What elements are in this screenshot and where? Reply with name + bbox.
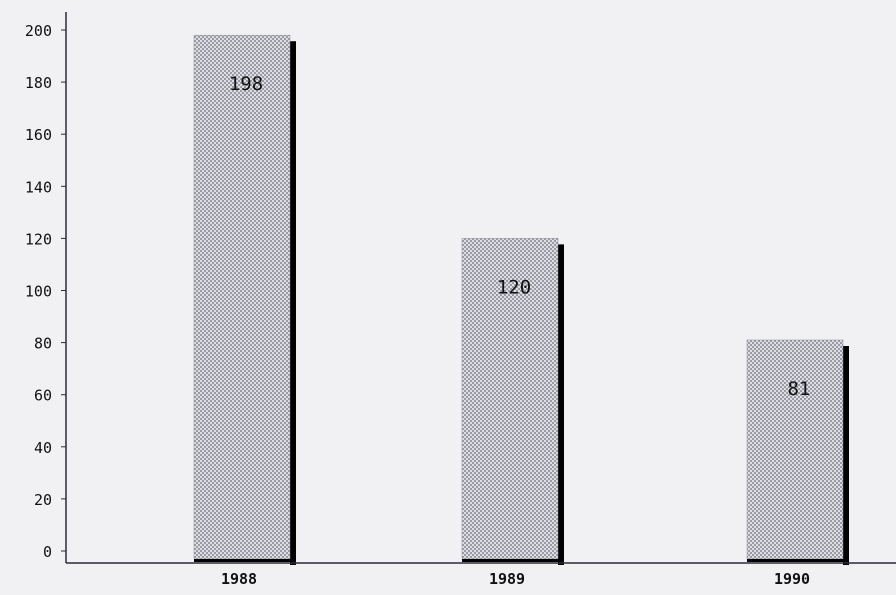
bar-1989 xyxy=(461,238,559,560)
bar-value-label: 81 xyxy=(788,378,811,400)
bar-base-1988 xyxy=(194,559,296,562)
y-axis-ticks: 0 20 40 60 80 100 120 140 160 180 200 xyxy=(25,22,66,561)
x-tick-label: 1988 xyxy=(221,570,257,588)
bar-base-1989 xyxy=(462,559,564,562)
y-tick-label: 120 xyxy=(25,230,52,248)
y-tick-label: 40 xyxy=(34,439,52,457)
bar-value-label: 120 xyxy=(497,276,531,298)
y-tick-label: 160 xyxy=(25,126,52,144)
x-axis-ticks: 1988 1989 1990 xyxy=(221,570,810,588)
bar-shadow-1989 xyxy=(558,244,564,565)
y-tick-label: 200 xyxy=(25,22,52,40)
x-tick-label: 1989 xyxy=(489,570,525,588)
y-tick-label: 20 xyxy=(34,491,52,509)
y-tick-label: 0 xyxy=(43,543,52,561)
y-tick-label: 100 xyxy=(25,283,52,301)
y-tick-label: 80 xyxy=(34,335,52,353)
bars-group: 198 120 81 xyxy=(193,34,849,565)
bar-1990 xyxy=(746,339,844,560)
bar-base-1990 xyxy=(747,559,849,562)
bar-1988 xyxy=(193,34,291,560)
y-tick-label: 60 xyxy=(34,387,52,405)
x-tick-label: 1990 xyxy=(774,570,810,588)
y-tick-label: 180 xyxy=(25,74,52,92)
bar-shadow-1990 xyxy=(843,345,849,565)
y-tick-label: 140 xyxy=(25,178,52,196)
axes xyxy=(65,12,896,564)
bar-shadow-1988 xyxy=(290,41,296,565)
bar-value-label: 198 xyxy=(229,73,263,95)
